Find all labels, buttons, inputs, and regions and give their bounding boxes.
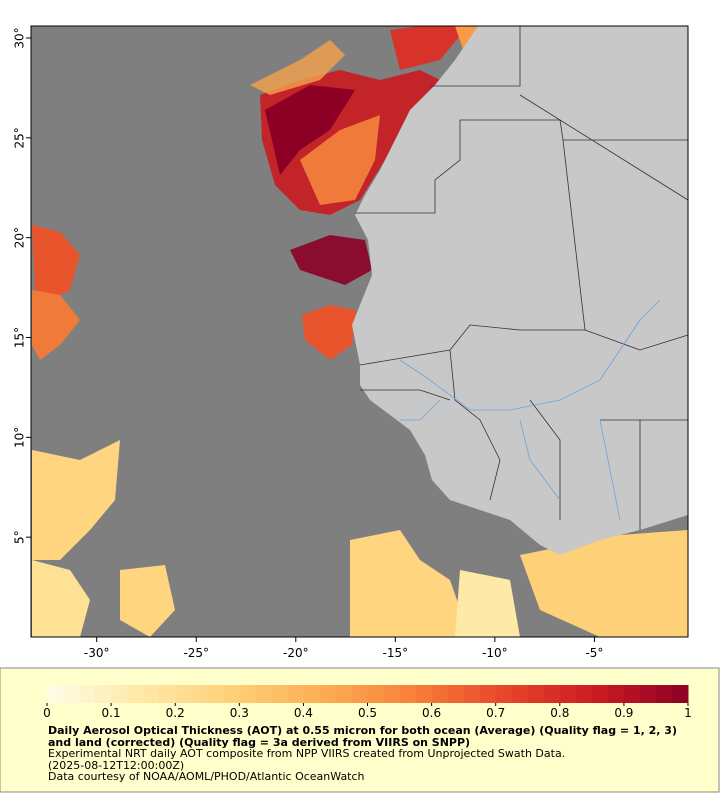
colorbar-cell xyxy=(511,685,529,703)
colorbar-cell xyxy=(559,685,577,703)
colorbar-cell xyxy=(79,685,96,703)
colorbar-tick-label: 1 xyxy=(684,706,692,720)
colorbar-tick-label: 0.3 xyxy=(230,706,249,720)
colorbar-cell xyxy=(111,685,128,703)
colorbar-cell xyxy=(463,685,481,703)
colorbar-cell xyxy=(95,685,112,703)
colorbar-tick-label: 0.2 xyxy=(166,706,185,720)
colorbar-cell xyxy=(447,685,465,703)
y-tick-label: 20° xyxy=(13,227,27,248)
land xyxy=(352,26,688,555)
x-tick-label: -25° xyxy=(183,646,209,660)
colorbar-cell xyxy=(303,685,320,703)
colorbar-cell xyxy=(159,685,176,703)
colorbar-tick-label: 0.8 xyxy=(550,706,569,720)
y-tick-label: 30° xyxy=(13,27,27,48)
colorbar-cell xyxy=(431,685,449,703)
colorbar-cell xyxy=(607,685,625,703)
colorbar-cell xyxy=(287,685,304,703)
colorbar-tick-label: 0.1 xyxy=(102,706,121,720)
map-frame xyxy=(30,25,689,638)
x-tick-label: -10° xyxy=(482,646,508,660)
x-tick-label: -15° xyxy=(383,646,409,660)
caption-line: Experimental NRT daily AOT composite fro… xyxy=(48,747,566,760)
caption-lines: Experimental NRT daily AOT composite fro… xyxy=(48,748,678,783)
colorbar-cell xyxy=(223,685,240,703)
colorbar-cell xyxy=(351,685,368,703)
caption-line: Data courtesy of NOAA/AOML/PHOD/Atlantic… xyxy=(48,770,365,783)
colorbar-tick-label: 0.9 xyxy=(614,706,633,720)
colorbar-cell xyxy=(575,685,593,703)
colorbar-cell xyxy=(271,685,288,703)
colorbar-cell xyxy=(335,685,352,703)
colorbar-cell xyxy=(495,685,513,703)
colorbar-cell xyxy=(383,685,401,703)
colorbar-cell xyxy=(191,685,208,703)
colorbar-tick-label: 0.6 xyxy=(422,706,441,720)
colorbar-tick-label: 0.4 xyxy=(294,706,313,720)
colorbar-cell xyxy=(671,685,689,703)
colorbar-cell xyxy=(543,685,561,703)
colorbar-cell xyxy=(367,685,385,703)
colorbar-cell xyxy=(207,685,224,703)
x-tick-label: -30° xyxy=(84,646,110,660)
colorbar-cell xyxy=(623,685,641,703)
borders xyxy=(355,26,689,530)
colorbar-tick-label: 0.7 xyxy=(486,706,505,720)
colorbar-cell xyxy=(399,685,417,703)
y-tick-label: 25° xyxy=(13,127,27,148)
y-tick-label: 10° xyxy=(13,427,27,448)
y-tick-label: 5° xyxy=(13,530,27,544)
colorbar-cell xyxy=(591,685,609,703)
caption-title: Daily Aerosol Optical Thickness (AOT) at… xyxy=(48,724,677,749)
colorbar-cell xyxy=(415,685,433,703)
colorbar-cell xyxy=(239,685,256,703)
colorbar-tick-label: 0 xyxy=(43,706,51,720)
rivers xyxy=(399,299,661,521)
y-tick-label: 15° xyxy=(13,327,27,348)
colorbar-cell xyxy=(143,685,160,703)
colorbar-cell xyxy=(639,685,657,703)
colorbar-cell xyxy=(127,685,144,703)
colorbar-tick-label: 0.5 xyxy=(358,706,377,720)
colorbar-cell xyxy=(527,685,545,703)
colorbar-cell xyxy=(255,685,272,703)
x-tick-label: -20° xyxy=(283,646,309,660)
colorbar-cell xyxy=(175,685,192,703)
x-tick-label: -5° xyxy=(585,646,603,660)
colorbar-cell xyxy=(655,685,673,703)
colorbar-cell xyxy=(63,685,80,703)
colorbar-cell xyxy=(47,685,64,703)
colorbar-cell xyxy=(319,685,336,703)
colorbar-cell xyxy=(479,685,497,703)
caption-line: (2025-08-12T12:00:00Z) xyxy=(48,758,185,772)
